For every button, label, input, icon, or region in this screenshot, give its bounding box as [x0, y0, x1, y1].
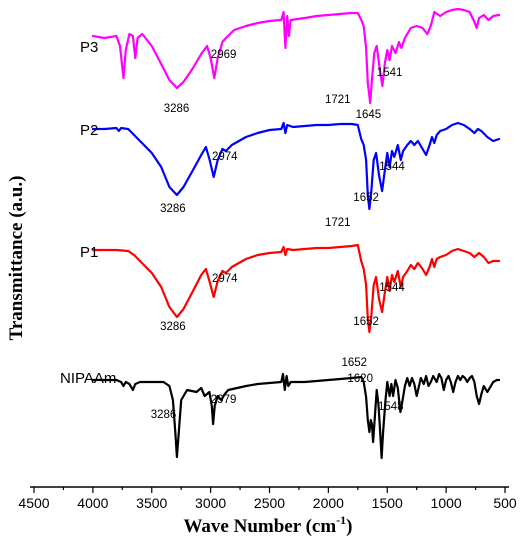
peak-label: 1541 — [377, 67, 403, 79]
spectrum-line-nipaam — [91, 372, 501, 460]
peak-label: 2974 — [212, 151, 238, 163]
x-tick-label: 500 — [493, 495, 517, 511]
spectra-group — [91, 7, 501, 460]
peak-labels: 3286296917201645154132862974172115441652… — [151, 49, 406, 421]
x-tick-label: 4500 — [18, 495, 49, 511]
spectrum-line-p3 — [91, 7, 501, 105]
series-label-nipaam: NIPAAm — [60, 370, 116, 387]
peak-label: 3286 — [160, 321, 186, 333]
x-tick-label: 3000 — [195, 495, 226, 511]
spectrum-line-p1 — [91, 243, 501, 334]
x-tick-label: 1000 — [431, 495, 462, 511]
series-label-p3: P3 — [80, 39, 98, 56]
x-axis-title-main: Wave Number (cm — [183, 516, 336, 537]
peak-label: 2974 — [212, 273, 238, 285]
x-axis-ticks: 4500 4000 3500 3000 2500 2000 1500 1000 500 — [18, 487, 517, 511]
x-axis-title-end: ) — [346, 516, 352, 537]
x-tick-label: 2000 — [313, 495, 344, 511]
spectrum-line-p2 — [91, 121, 501, 211]
series-label-p1: P1 — [80, 244, 98, 261]
series-labels: P3 P2 P1 NIPAAm — [60, 39, 116, 387]
peak-label: 1544 — [379, 282, 405, 294]
peak-label: 2979 — [211, 394, 237, 406]
peak-label: 3286 — [151, 409, 177, 421]
peak-label: 2969 — [211, 49, 237, 61]
y-axis-title: Transmittance (a.u.) — [6, 176, 27, 341]
x-axis-title: Wave Number (cm-1) — [183, 513, 352, 537]
x-axis-title-sup: -1 — [336, 513, 346, 527]
peak-label: 1620 — [347, 373, 373, 385]
peak-label: 3286 — [160, 203, 186, 215]
x-tick-label: 2500 — [254, 495, 285, 511]
series-label-p2: P2 — [80, 122, 98, 139]
peak-label: 1544 — [379, 161, 405, 173]
peak-label: 1548 — [378, 401, 404, 413]
x-tick-label: 4000 — [77, 495, 108, 511]
peak-label: 1652 — [342, 357, 368, 369]
peak-label: 1645 — [356, 109, 382, 121]
x-tick-label: 1500 — [372, 495, 403, 511]
peak-label: 3286 — [164, 103, 190, 115]
peak-label: 1652 — [353, 316, 379, 328]
peak-label: 1721 — [325, 94, 351, 106]
peak-label: 1721 — [325, 217, 351, 229]
x-tick-label: 3500 — [136, 495, 167, 511]
peak-label: 1652 — [353, 192, 379, 204]
